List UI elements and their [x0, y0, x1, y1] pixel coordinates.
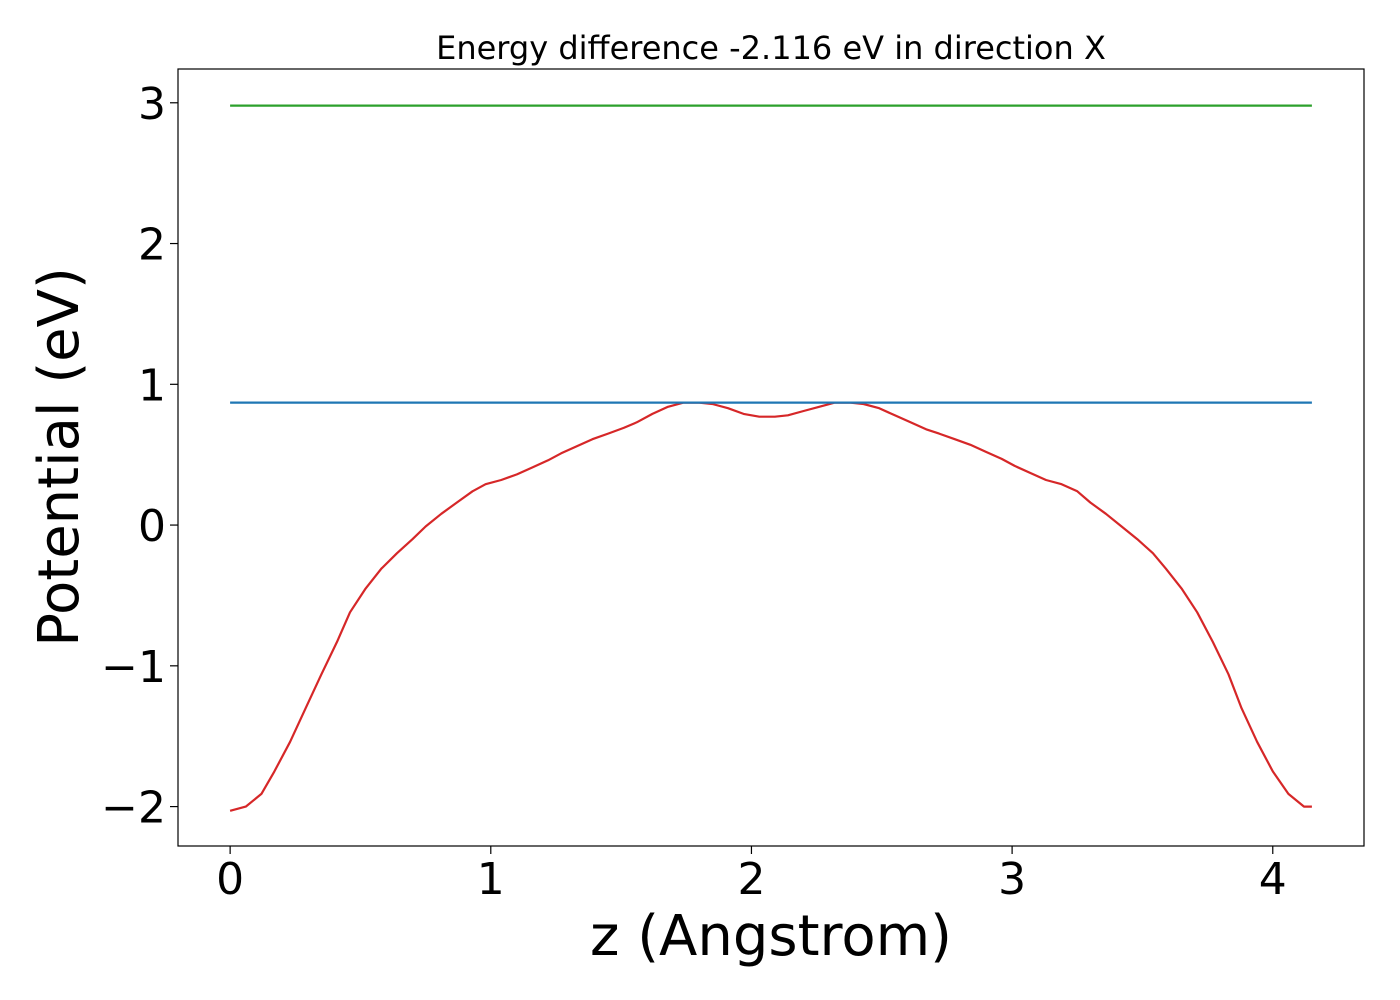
x-tick-label: 0 [216, 854, 244, 905]
x-tick-label: 4 [1259, 854, 1287, 905]
y-tick-label: 0 [138, 501, 166, 552]
x-tick-label: 1 [477, 854, 505, 905]
y-tick-label: −1 [101, 642, 166, 693]
series-line-0 [229, 401, 1312, 812]
y-axis: −2 −1 0 1 2 3 [101, 79, 178, 834]
series-group [229, 104, 1312, 812]
x-axis: 0 1 2 3 4 [216, 846, 1287, 905]
x-tick-label: 2 [737, 854, 765, 905]
y-axis-label: Potential (eV) [27, 267, 92, 647]
plot-area [177, 68, 1365, 847]
y-tick-label: 1 [138, 360, 166, 411]
y-tick-label: −2 [101, 783, 166, 834]
chart-title: Energy difference -2.116 eV in direction… [436, 29, 1106, 67]
x-tick-label: 3 [998, 854, 1026, 905]
y-tick-label: 3 [138, 79, 166, 130]
x-axis-label: z (Angstrom) [590, 904, 952, 969]
y-tick-label: 2 [138, 220, 166, 271]
